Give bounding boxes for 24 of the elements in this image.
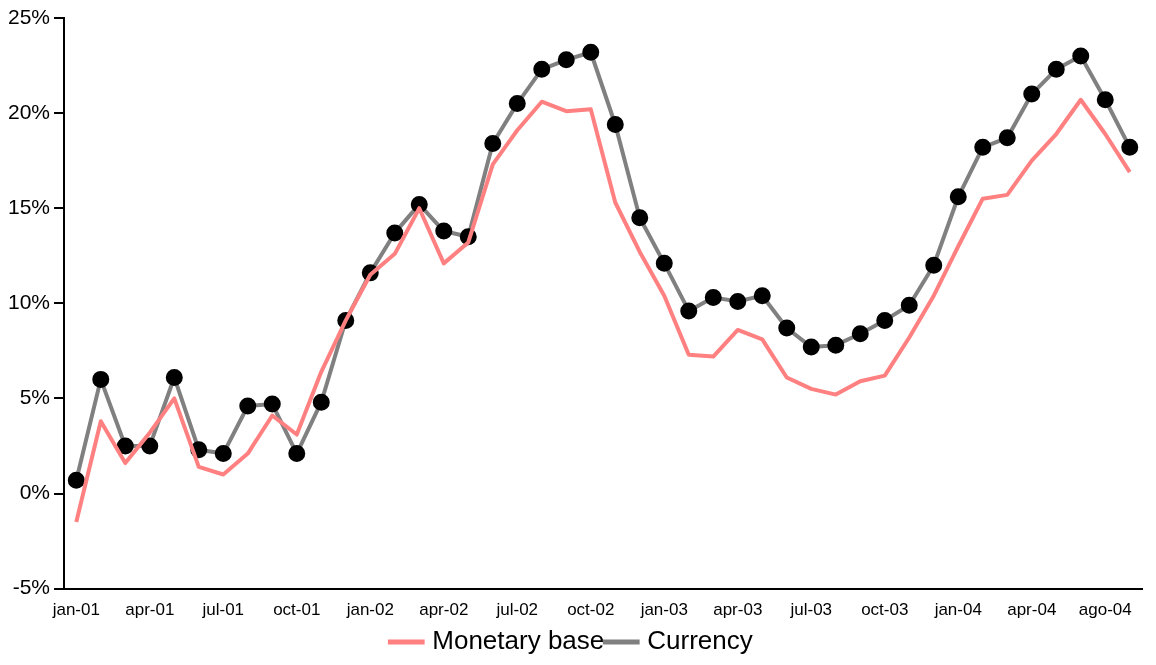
legend-label: Currency	[647, 625, 753, 656]
x-tick-label: ago-04	[1078, 600, 1132, 620]
x-tick-label: apr-03	[713, 600, 763, 620]
y-tick-label: 0%	[19, 480, 51, 504]
x-tick-label: oct-02	[567, 600, 615, 620]
x-tick-label: jul-01	[201, 600, 245, 620]
x-tick-label: jan-03	[639, 600, 688, 620]
y-tick-label: -5%	[12, 575, 51, 599]
x-tick-label: jan-02	[345, 600, 394, 620]
y-tick-label: 5%	[19, 385, 51, 409]
legend-label: Monetary base	[432, 625, 605, 656]
x-tick-label: jul-03	[789, 600, 833, 620]
x-tick-label: apr-02	[419, 600, 469, 620]
x-tick-label: jan-01	[51, 600, 100, 620]
x-tick-label: apr-04	[1007, 600, 1057, 620]
x-tick-label: oct-03	[861, 600, 909, 620]
x-tick-label: jan-04	[933, 600, 982, 620]
x-tick-label: apr-01	[125, 600, 175, 620]
x-tick-label: oct-01	[273, 600, 321, 620]
y-tick-label: 20%	[8, 99, 51, 123]
y-tick-label: 25%	[8, 4, 51, 28]
y-tick-label: 15%	[8, 195, 51, 218]
y-tick-label: 10%	[8, 290, 51, 314]
x-tick-label: jul-02	[495, 600, 539, 620]
